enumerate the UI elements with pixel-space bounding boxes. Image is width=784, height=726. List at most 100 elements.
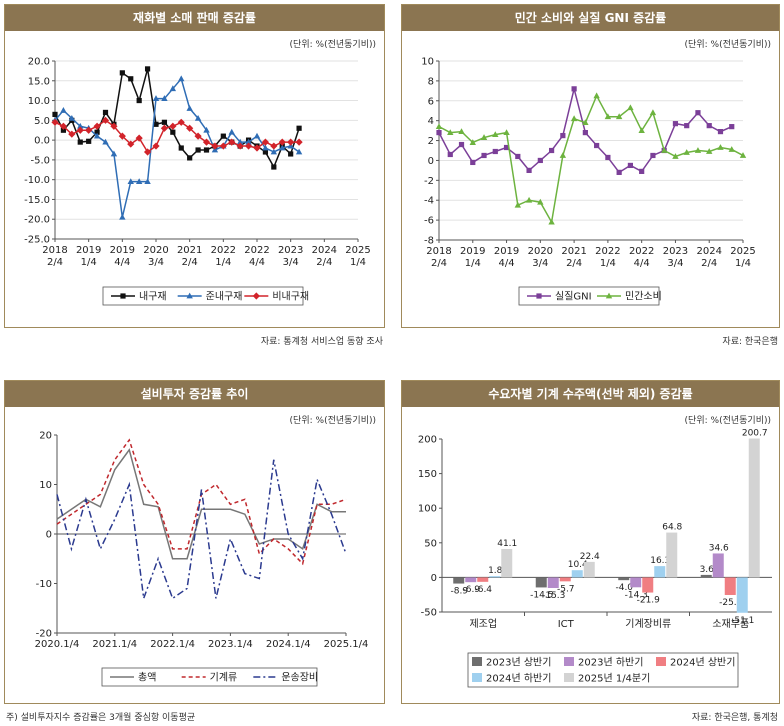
x-tick-label: 2022 [211,245,236,256]
series-line [438,94,744,225]
x-tick-label: 기계장비류 [625,618,671,630]
data-point [236,142,244,150]
y-tick-label: -50 [421,608,437,619]
data-point [638,127,645,134]
bar [559,577,571,582]
legend-box [518,286,660,306]
data-point [236,138,244,145]
y-tick-label: -6 [424,216,434,227]
legend-label: 준내구재 [206,291,243,303]
data-point [211,142,219,150]
data-point [739,152,747,158]
data-label: -51.1 [731,616,754,626]
data-label: 34.6 [709,543,729,553]
data-label: 64.8 [662,523,682,533]
x-tick-label: 2024 [312,245,337,256]
data-point [194,114,202,121]
unit-label: (단위: %(전년동기비)) [684,40,771,50]
data-label: 1.8 [488,566,503,576]
y-tick-label: 4 [428,116,434,127]
data-label: 16.3 [650,556,670,566]
data-point [186,292,193,299]
data-point [717,129,724,135]
data-point [525,196,533,203]
data-point [135,178,143,185]
data-point [650,152,656,159]
x-tick-label: 1/4 [350,257,366,268]
y-tick-label: -10 [36,579,52,590]
x-tick-label: 1/4 [735,258,751,269]
x-tick-label: 2022 [629,246,654,257]
data-point [694,147,702,153]
data-point [152,95,160,101]
data-point [537,157,543,164]
data-point [119,70,125,76]
data-point [143,148,152,156]
data-point [560,132,566,139]
data-point [604,113,612,120]
data-label: -6.9 [462,585,480,595]
chart-source: 자료: 한국은행, 통계청 [691,713,778,723]
data-label: 3.6 [700,565,715,575]
data-point [270,148,278,155]
data-point [136,97,142,104]
data-point [253,144,261,152]
data-point [169,85,177,92]
bar [618,577,630,581]
series-line [54,119,300,154]
x-tick-label: 2024.1/4 [266,639,311,650]
legend-swatch [564,673,574,682]
data-label: -15.3 [542,591,565,601]
data-point [253,132,261,139]
bar [700,574,712,578]
legend-label: 운송장비 [281,672,318,684]
data-point [536,293,542,299]
data-point [77,139,83,145]
data-point [194,132,202,140]
y-tick-label: 20 [39,431,52,442]
data-point [118,132,126,140]
y-tick-label: -20 [36,629,52,640]
data-point [684,123,690,129]
data-point [85,126,93,134]
data-point [178,75,185,82]
x-tick-label: 1/4 [81,257,97,268]
x-tick-label: 2024 [696,246,721,257]
data-label: -14.5 [530,590,553,600]
data-point [458,141,465,148]
legend-label: 2024년 하반기 [486,672,551,685]
y-tick-label: 10 [421,57,434,68]
x-tick-label: 2/4 [566,258,582,269]
data-point [120,293,126,299]
x-tick-label: 2019 [460,246,485,257]
data-point [152,142,160,150]
data-point [127,178,134,185]
gni-chart: 1086420-2-4-6-820182/420191/420194/42020… [421,57,756,306]
data-point [683,149,690,155]
data-point [526,167,532,173]
data-point [161,95,168,101]
data-point [695,110,701,116]
bar [630,577,642,588]
x-tick-label: 2/4 [47,257,63,268]
series-line [56,448,346,560]
legend-label: 2024년 상반기 [670,657,735,669]
x-tick-label: 2023.1/4 [208,639,253,650]
bar [724,577,736,595]
x-tick-label: 1/4 [215,257,231,268]
data-point [60,107,67,113]
data-point [170,129,176,135]
x-tick-label: 2/4 [431,258,447,269]
data-point [94,129,100,135]
data-label: -6.4 [474,585,492,595]
data-point [59,122,68,130]
data-point [515,153,521,160]
x-tick-label: 2019 [110,245,135,256]
bar [736,577,748,613]
data-point [110,122,118,130]
y-tick-label: 0 [46,530,52,541]
data-point [729,124,735,130]
x-tick-label: 1/4 [465,258,481,269]
legend-box [102,286,304,306]
